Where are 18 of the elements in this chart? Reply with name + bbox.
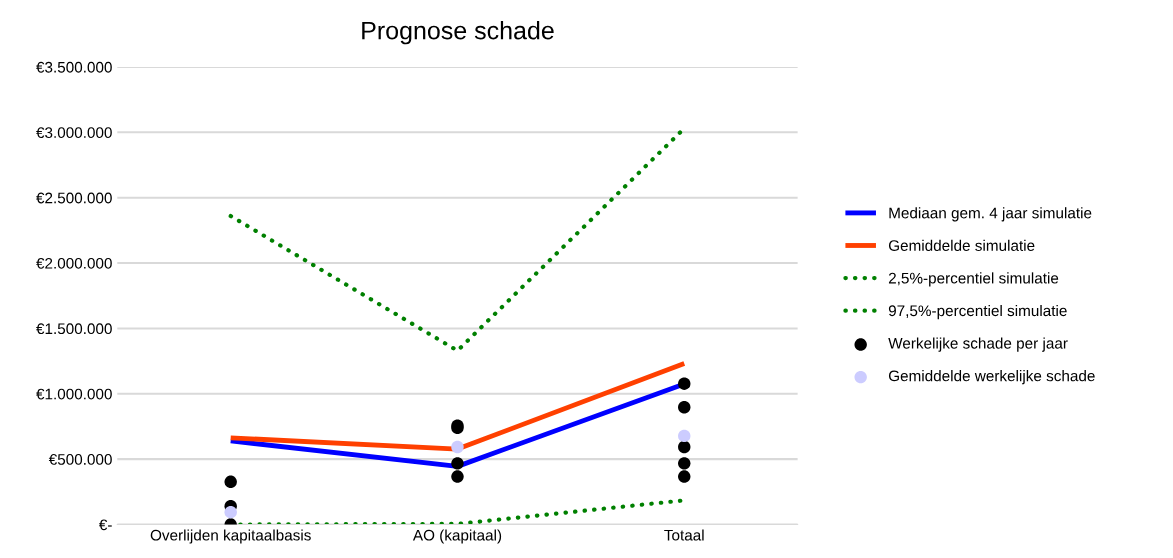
legend-label: Gemiddelde simulatie — [888, 239, 1035, 251]
legend-label: 2,5%-percentiel simulatie — [888, 272, 1059, 287]
legend-label: Mediaan gem. 4 jaar simulatie — [889, 207, 1092, 222]
chart-title: Prognose schade — [362, 21, 554, 45]
y-tick-label: €2.500.000 — [36, 192, 112, 204]
x-tick-label: Overlijden kapitaalbasis — [150, 529, 311, 544]
legend-label: Gemiddelde werkelijke schade — [888, 370, 1095, 385]
y-tick-label: €1.500.000 — [36, 323, 112, 335]
y-tick-label: €3.000.000 — [36, 127, 112, 139]
x-tick-label: Totaal — [664, 529, 704, 541]
y-tick-label: €2.000.000 — [36, 257, 112, 269]
legend-label: 97,5%-percentiel simulatie — [888, 304, 1067, 320]
legend-label: Werkelijke schade per jaar — [888, 337, 1068, 352]
x-tick-label: AO (kapitaal) — [412, 529, 502, 544]
y-tick-label: €500.000 — [48, 454, 112, 465]
y-tick-label: €1.000.000 — [36, 388, 112, 400]
y-tick-label: €- — [98, 519, 112, 531]
y-tick-label: €3.500.000 — [36, 61, 112, 73]
